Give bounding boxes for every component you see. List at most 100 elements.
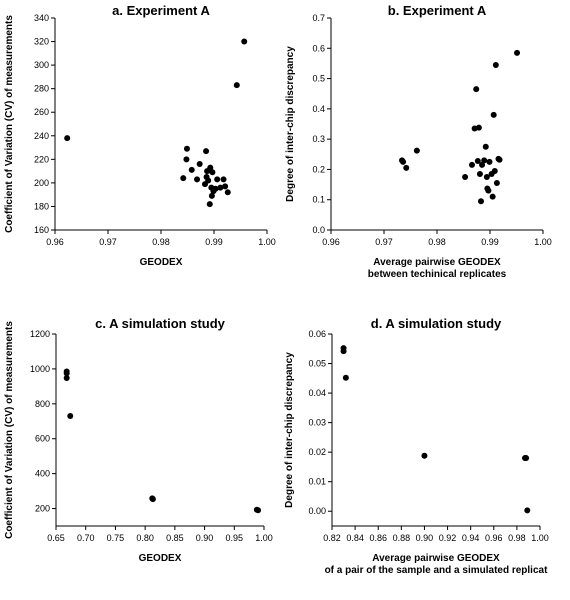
data-point [203, 148, 210, 155]
x-tick-label: 0.96 [322, 237, 340, 247]
y-tick-label: 0.06 [308, 329, 326, 339]
data-point [475, 124, 482, 131]
data-point [486, 158, 493, 165]
x-tick-label: 0.80 [136, 533, 154, 543]
data-point [207, 164, 214, 171]
x-tick-label: 1.00 [255, 533, 273, 543]
x-tick-label: 0.88 [393, 533, 411, 543]
x-tick-label: 1.00 [531, 533, 549, 543]
y-axis-label: Coefficient of Variation (CV) of measure… [4, 321, 15, 539]
y-tick-label: 240 [34, 131, 49, 141]
chart-title: a. Experiment A [112, 3, 210, 18]
data-point [413, 147, 420, 154]
x-axis-label: Average pairwise GEODEX [373, 257, 501, 268]
y-tick-label: 180 [34, 201, 49, 211]
y-tick-label: 600 [35, 434, 50, 444]
x-tick-label: 0.65 [47, 533, 65, 543]
data-point [421, 452, 428, 459]
x-tick-label: 0.70 [77, 533, 95, 543]
data-point [222, 183, 229, 190]
y-tick-label: 1000 [30, 364, 50, 374]
data-point [492, 61, 499, 68]
data-point [183, 145, 190, 152]
data-point [491, 167, 498, 174]
chart-title: d. A simulation study [371, 316, 502, 331]
y-axis-label: Degree of inter-chip discrepancy [284, 352, 295, 508]
x-tick-label: 0.97 [375, 237, 393, 247]
data-point [485, 187, 492, 194]
x-tick-label: 0.90 [196, 533, 214, 543]
data-point [481, 157, 488, 164]
data-point [196, 161, 203, 168]
y-tick-label: 160 [34, 225, 49, 235]
panel-0: a. Experiment A 0.96 0.97 0.98 0.99 1.00 160 18… [4, 3, 276, 268]
data-point [473, 86, 480, 93]
data-point [524, 507, 531, 514]
x-tick-label: 0.94 [462, 533, 480, 543]
data-point [220, 176, 227, 183]
data-point [483, 174, 490, 180]
data-point [149, 496, 156, 503]
y-tick-label: 280 [34, 84, 49, 94]
data-point [514, 49, 521, 56]
x-tick-label: 0.84 [346, 533, 364, 543]
data-point [208, 192, 215, 199]
data-point [217, 184, 224, 191]
data-point [468, 161, 475, 168]
data-point [188, 166, 195, 173]
x-tick-label: 0.99 [481, 237, 499, 247]
data-point [342, 374, 349, 381]
y-tick-label: 0.6 [312, 43, 325, 53]
y-tick-label: 220 [34, 154, 49, 164]
y-tick-label: 0.05 [308, 359, 326, 369]
data-point [212, 185, 219, 192]
y-tick-label: 0.00 [308, 506, 326, 516]
data-point [474, 157, 481, 164]
data-point [255, 507, 262, 514]
y-tick-label: 200 [35, 504, 50, 514]
data-point [340, 348, 347, 355]
data-point [476, 170, 483, 177]
x-tick-label: 0.82 [323, 533, 341, 543]
panel-2: c. A simulation study 0.65 0.70 0.75 0.80 0.8… [4, 316, 273, 564]
data-point [63, 374, 70, 381]
data-point [482, 143, 489, 150]
data-point [489, 193, 496, 200]
x-tick-label: 0.98 [152, 237, 170, 247]
data-point [67, 413, 74, 420]
data-point [496, 156, 503, 163]
data-point [477, 198, 484, 205]
data-point [180, 175, 187, 182]
x-tick-label: 0.95 [226, 533, 244, 543]
x-tick-label: 0.97 [99, 237, 117, 247]
y-tick-label: 0.04 [308, 388, 326, 398]
data-point [490, 111, 497, 118]
data-point [400, 158, 407, 165]
data-point [183, 156, 190, 163]
chart-title: c. A simulation study [95, 316, 226, 331]
y-tick-label: 0.0 [312, 225, 325, 235]
data-point [205, 177, 212, 184]
data-point [479, 161, 486, 168]
panel-1: b. Experiment A 0.96 0.97 0.98 0.99 1.00 0.0 0.… [285, 3, 552, 280]
x-tick-label: 0.86 [369, 533, 387, 543]
x-tick-label: 0.99 [205, 237, 223, 247]
data-point [64, 135, 71, 142]
y-tick-label: 340 [34, 13, 49, 23]
data-point [224, 189, 231, 196]
x-tick-label: 0.96 [485, 533, 503, 543]
y-tick-label: 0.2 [312, 164, 325, 174]
data-point [241, 38, 248, 45]
x-tick-label: 0.98 [428, 237, 446, 247]
y-tick-label: 0.03 [308, 418, 326, 428]
x-tick-label: 0.90 [416, 533, 434, 543]
data-point [209, 169, 216, 176]
y-tick-label: 300 [34, 60, 49, 70]
y-tick-label: 800 [35, 399, 50, 409]
y-tick-label: 400 [35, 469, 50, 479]
x-tick-label: 1.00 [534, 237, 552, 247]
y-axis-label: Degree of inter-chip discrepancy [285, 46, 296, 202]
y-tick-label: 0.3 [312, 134, 325, 144]
data-point [206, 201, 213, 208]
